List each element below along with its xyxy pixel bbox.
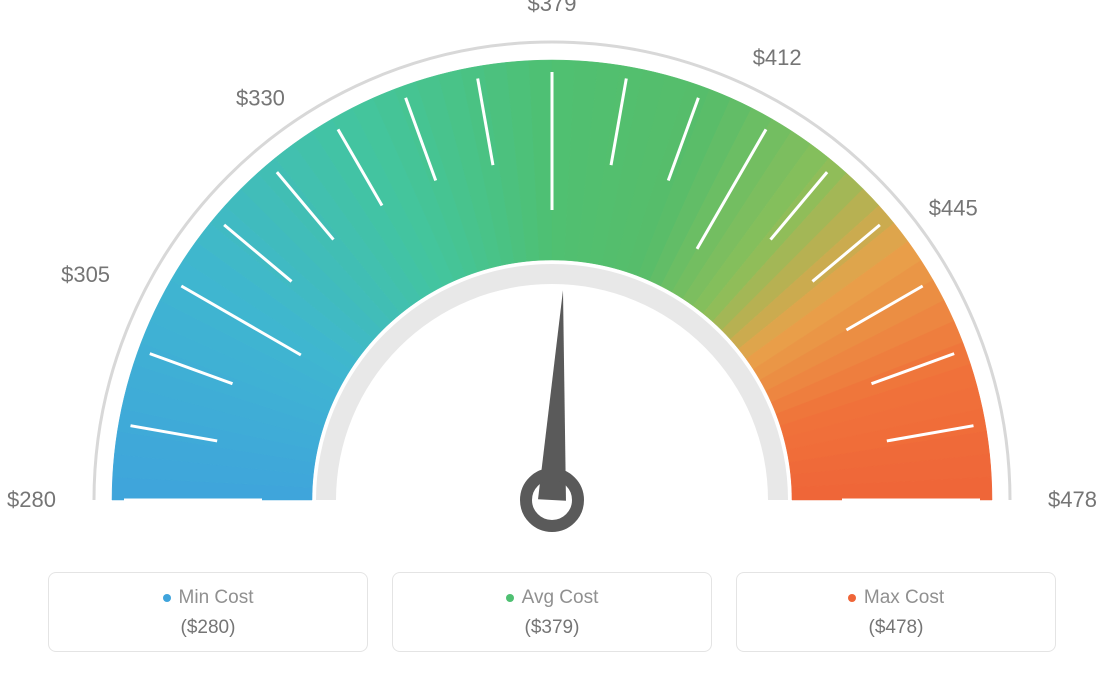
dot-icon bbox=[848, 594, 856, 602]
cost-gauge-container: $280 $305 $330 $379 $412 $445 $478 Min Cost ($… bbox=[0, 0, 1104, 690]
legend-value-avg: ($379) bbox=[403, 617, 701, 639]
legend-card-max: Max Cost ($478) bbox=[736, 572, 1056, 652]
legend-title-max: Max Cost bbox=[848, 587, 944, 609]
svg-text:$379: $379 bbox=[528, 0, 577, 16]
legend-title-min: Min Cost bbox=[163, 587, 254, 609]
svg-text:$305: $305 bbox=[61, 262, 110, 287]
legend-card-min: Min Cost ($280) bbox=[48, 572, 368, 652]
legend-value-min: ($280) bbox=[59, 617, 357, 639]
legend-label: Min Cost bbox=[179, 587, 254, 609]
legend-title-avg: Avg Cost bbox=[506, 587, 599, 609]
svg-text:$445: $445 bbox=[929, 195, 978, 220]
legend-label: Max Cost bbox=[864, 587, 944, 609]
svg-text:$330: $330 bbox=[236, 86, 285, 111]
dot-icon bbox=[163, 594, 171, 602]
legend-card-avg: Avg Cost ($379) bbox=[392, 572, 712, 652]
dot-icon bbox=[506, 594, 514, 602]
legend-row: Min Cost ($280) Avg Cost ($379) Max Cost… bbox=[0, 572, 1104, 652]
svg-text:$412: $412 bbox=[753, 45, 802, 70]
gauge-chart: $280 $305 $330 $379 $412 $445 $478 bbox=[0, 0, 1104, 560]
gauge-area: $280 $305 $330 $379 $412 $445 $478 bbox=[0, 0, 1104, 560]
svg-text:$280: $280 bbox=[7, 487, 56, 512]
legend-value-max: ($478) bbox=[747, 617, 1045, 639]
legend-label: Avg Cost bbox=[522, 587, 599, 609]
svg-text:$478: $478 bbox=[1048, 487, 1097, 512]
